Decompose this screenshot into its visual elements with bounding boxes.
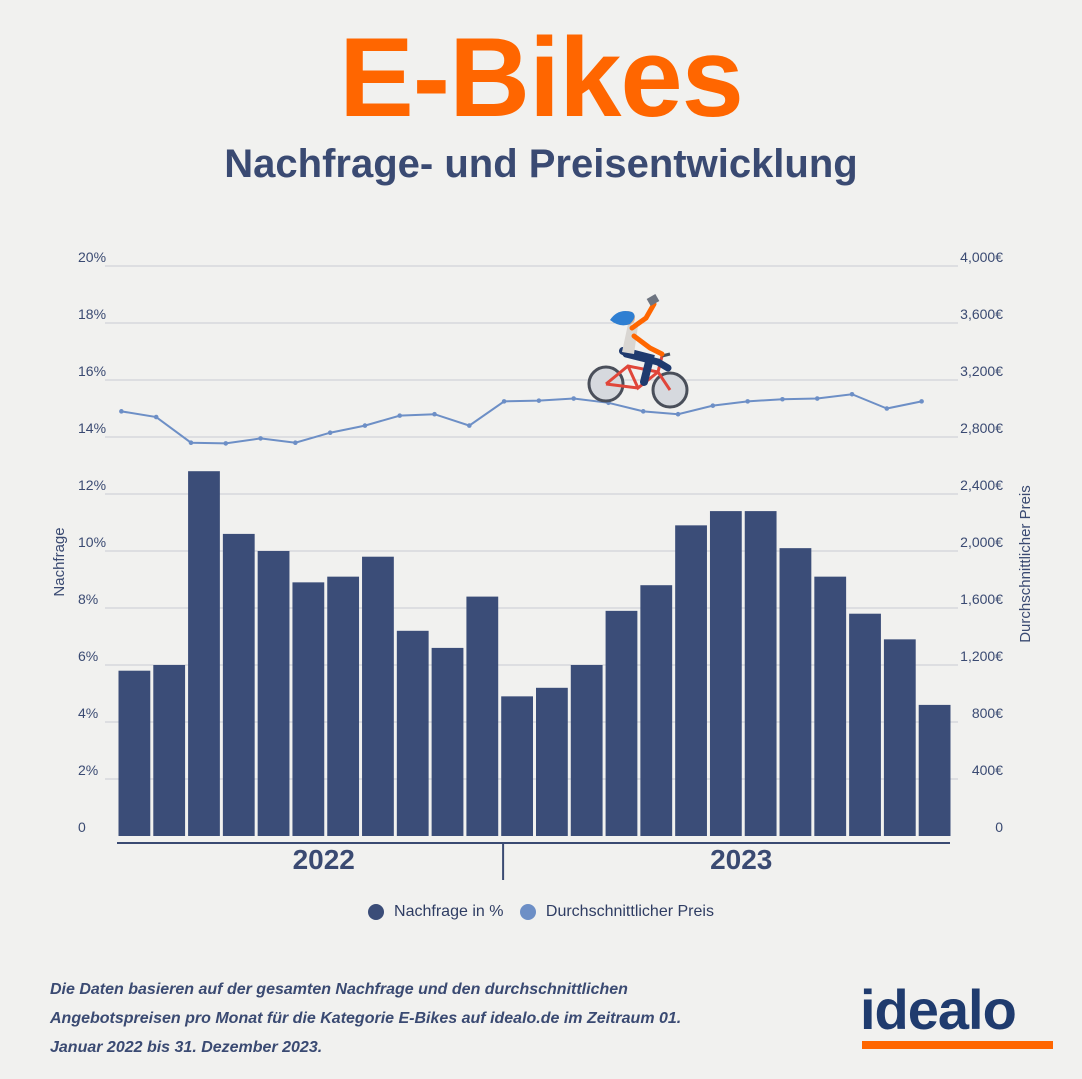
y-tick-label-right: 2,000€ xyxy=(960,534,1003,550)
price-point xyxy=(258,436,263,441)
y-tick-label-right: 2,400€ xyxy=(960,477,1003,493)
combo-chart: 0 0 2% 400€ 4% 800€ 6% 1,200€ 8% 1,600€ 10% 2,000€ 1… xyxy=(51,249,1034,880)
bar xyxy=(501,696,533,836)
y-tick-label-right: 0 xyxy=(995,819,1003,835)
price-point xyxy=(467,423,472,428)
y-tick-label-right: 3,200€ xyxy=(960,363,1003,379)
logo-underline xyxy=(862,1041,1053,1049)
price-point xyxy=(640,409,646,414)
price-point xyxy=(814,396,820,401)
price-point xyxy=(293,440,298,446)
y-tick-label-right: 3,600€ xyxy=(960,306,1003,322)
price-point xyxy=(397,413,403,418)
y-tick-label-right: 800€ xyxy=(972,705,1003,721)
price-point xyxy=(536,398,542,403)
bar xyxy=(849,613,881,836)
price-point xyxy=(675,411,681,417)
price-point xyxy=(919,399,924,404)
bar xyxy=(327,576,360,836)
y-tick-label-left: 20% xyxy=(78,249,106,265)
y-tick-label-left: 2% xyxy=(78,762,98,778)
bar xyxy=(362,556,394,836)
legend-label-price: Durchschnittlicher Preis xyxy=(545,903,714,920)
page-subtitle: Nachfrage- und Preisentwicklung xyxy=(224,142,858,186)
cyclist-on-bike-icon xyxy=(587,294,689,409)
year-label: 2023 xyxy=(710,844,772,875)
price-point xyxy=(432,411,437,417)
y-tick-label-left: 16% xyxy=(78,363,106,379)
bar xyxy=(709,511,742,836)
y-tick-label-left: 12% xyxy=(78,477,106,493)
bar xyxy=(779,548,812,836)
price-point xyxy=(745,399,750,404)
idealo-logo: idealo xyxy=(860,978,1017,1041)
y-tick-label-left: 8% xyxy=(78,591,98,607)
y-tick-label-left: 10% xyxy=(78,534,106,550)
y-tick-label-left: 0 xyxy=(78,819,86,835)
year-label: 2022 xyxy=(293,844,355,875)
y-tick-label-left: 6% xyxy=(78,648,98,664)
price-point xyxy=(362,423,368,428)
legend: Nachfrage in % Durchschnittlicher Preis xyxy=(0,903,1082,925)
y-tick-label-right: 1,200€ xyxy=(960,648,1003,664)
price-point xyxy=(849,391,855,397)
bar xyxy=(431,647,464,836)
price-point xyxy=(119,409,124,414)
y-axis-title-right: Durchschnittlicher Preis xyxy=(1017,485,1034,643)
price-point xyxy=(710,403,716,408)
bar xyxy=(257,551,290,836)
y-tick-label-right: 1,600€ xyxy=(960,591,1003,607)
price-point xyxy=(153,414,159,420)
price-line xyxy=(121,393,922,445)
bar xyxy=(222,533,255,836)
price-point xyxy=(501,399,507,404)
legend-dot-price xyxy=(519,904,536,920)
y-tick-label-left: 4% xyxy=(78,705,98,721)
bar xyxy=(396,630,429,836)
bar xyxy=(814,576,847,836)
price-point xyxy=(884,406,890,411)
bar xyxy=(536,687,568,836)
price-point xyxy=(327,430,333,436)
bar xyxy=(188,471,220,836)
legend-label-demand: Nachfrage in % xyxy=(394,903,504,920)
legend-dot-demand xyxy=(368,904,385,920)
page-title: E-Bikes xyxy=(339,15,744,140)
legend-item-price: Durchschnittlicher Preis xyxy=(519,903,714,921)
y-tick-label-right: 2,800€ xyxy=(960,420,1003,436)
bar xyxy=(118,670,151,836)
y-tick-label-left: 14% xyxy=(78,420,106,436)
bar xyxy=(466,596,499,836)
bar xyxy=(744,511,777,836)
bar xyxy=(675,525,707,836)
bar xyxy=(883,639,916,836)
bar xyxy=(292,582,325,836)
price-point xyxy=(571,396,576,401)
y-tick-label-right: 4,000€ xyxy=(960,249,1003,265)
price-point xyxy=(188,440,194,446)
price-point xyxy=(223,441,229,446)
bar xyxy=(153,665,186,836)
bar xyxy=(570,665,603,836)
legend-item-demand: Nachfrage in % xyxy=(368,903,503,921)
bar xyxy=(918,704,951,836)
footnote: Die Daten basieren auf der gesamten Nach… xyxy=(50,981,682,1056)
y-tick-label-right: 400€ xyxy=(972,762,1003,778)
price-point xyxy=(780,396,785,402)
y-tick-label-left: 18% xyxy=(78,306,106,322)
bar xyxy=(605,610,638,836)
y-axis-title-left: Nachfrage xyxy=(51,527,68,596)
bar xyxy=(640,585,673,836)
